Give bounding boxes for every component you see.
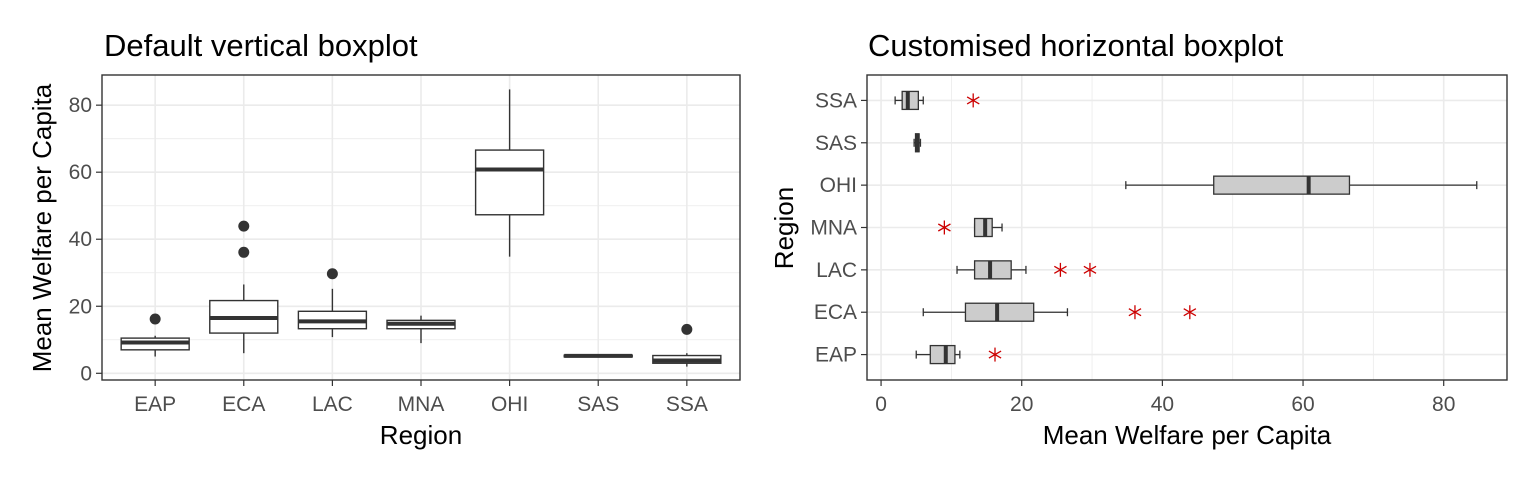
vertical-y-tick-label: 60: [69, 161, 92, 184]
box-outlier-asterisk: [1183, 305, 1197, 320]
horizontal-y-tick-label: EAP: [815, 344, 857, 367]
horizontal-x-tick-label: 60: [1291, 393, 1314, 416]
horizontal-x-tick-label: 0: [875, 393, 887, 416]
vertical-y-tick-label: 20: [69, 295, 92, 318]
vertical-boxes: [120, 89, 722, 367]
vertical-x-tick-label: LAC: [312, 393, 353, 416]
vertical-boxplot-panel: Default vertical boxplot 0 20 40 60 80 EAP ECA…: [27, 28, 741, 450]
horizontal-boxes: [894, 90, 1478, 365]
box-outlier-point: [326, 268, 338, 280]
horizontal-y-tick-label: SAS: [815, 132, 857, 155]
box-body: [929, 344, 956, 365]
horizontal-boxplot-panel: Customised horizontal boxplot 0 20 40 60 80 E…: [769, 28, 1508, 450]
asterisk-stroke: [988, 350, 1002, 359]
vertical-x-axis-title: Region: [380, 420, 462, 450]
vertical-y-tick-label: 0: [80, 362, 92, 385]
horizontal-x-tick-label: 20: [1010, 393, 1033, 416]
vertical-y-tick-label: 80: [69, 94, 92, 117]
asterisk-stroke: [1128, 308, 1142, 317]
asterisk-stroke: [1053, 265, 1067, 274]
vertical-x-tick-label: OHI: [491, 393, 528, 416]
box-outlier-point: [681, 323, 693, 335]
vertical-x-tick-label: ECA: [222, 393, 265, 416]
box-outlier-asterisk: [937, 220, 951, 235]
horizontal-y-tick-label: MNA: [810, 217, 857, 240]
vertical-x-tick-label: SSA: [666, 393, 708, 416]
horizontal-y-tick-label: LAC: [816, 259, 857, 282]
horizontal-x-tick-label: 80: [1432, 393, 1455, 416]
box-body: [1213, 175, 1351, 195]
vertical-x-tick-label: SAS: [577, 393, 619, 416]
horizontal-x-axis-title: Mean Welfare per Capita: [1043, 420, 1332, 450]
vertical-x-tick-label: MNA: [398, 393, 445, 416]
asterisk-stroke: [937, 223, 951, 232]
box-body: [964, 302, 1035, 322]
vertical-chart-title: Default vertical boxplot: [104, 28, 418, 63]
vertical-axes: 0 20 40 60 80 EAP ECA LAC MNA OHI SAS SSA: [69, 94, 708, 416]
vertical-x-tick-label: EAP: [134, 393, 176, 416]
horizontal-y-axis-title: Region: [769, 187, 799, 269]
vertical-gridlines: [102, 75, 740, 380]
asterisk-stroke: [1183, 308, 1197, 317]
box-outlier-point: [149, 313, 161, 325]
horizontal-chart-title: Customised horizontal boxplot: [868, 28, 1284, 63]
box-body: [973, 260, 1012, 280]
vertical-y-axis-title: Mean Welfare per Capita: [27, 83, 57, 372]
asterisk-stroke: [966, 96, 980, 105]
horizontal-y-tick-label: OHI: [820, 174, 857, 197]
box-outlier-asterisk: [1128, 305, 1142, 320]
box-body: [901, 90, 919, 111]
vertical-y-tick-label: 40: [69, 228, 92, 251]
box-outlier-asterisk: [966, 93, 980, 108]
box-outlier-asterisk: [988, 347, 1002, 362]
horizontal-y-tick-label: SSA: [815, 89, 857, 112]
box-outlier-point: [238, 246, 250, 258]
asterisk-stroke: [1083, 265, 1097, 274]
horizontal-axes: 0 20 40 60 80 EAP ECA LAC MNA OHI SAS SSA: [810, 89, 1455, 416]
box-outlier-asterisk: [1053, 262, 1067, 277]
box-outlier-point: [238, 220, 250, 232]
horizontal-x-tick-label: 40: [1151, 393, 1174, 416]
horizontal-y-tick-label: ECA: [814, 301, 857, 324]
box-outlier-asterisk: [1083, 262, 1097, 277]
box-body: [474, 149, 545, 216]
